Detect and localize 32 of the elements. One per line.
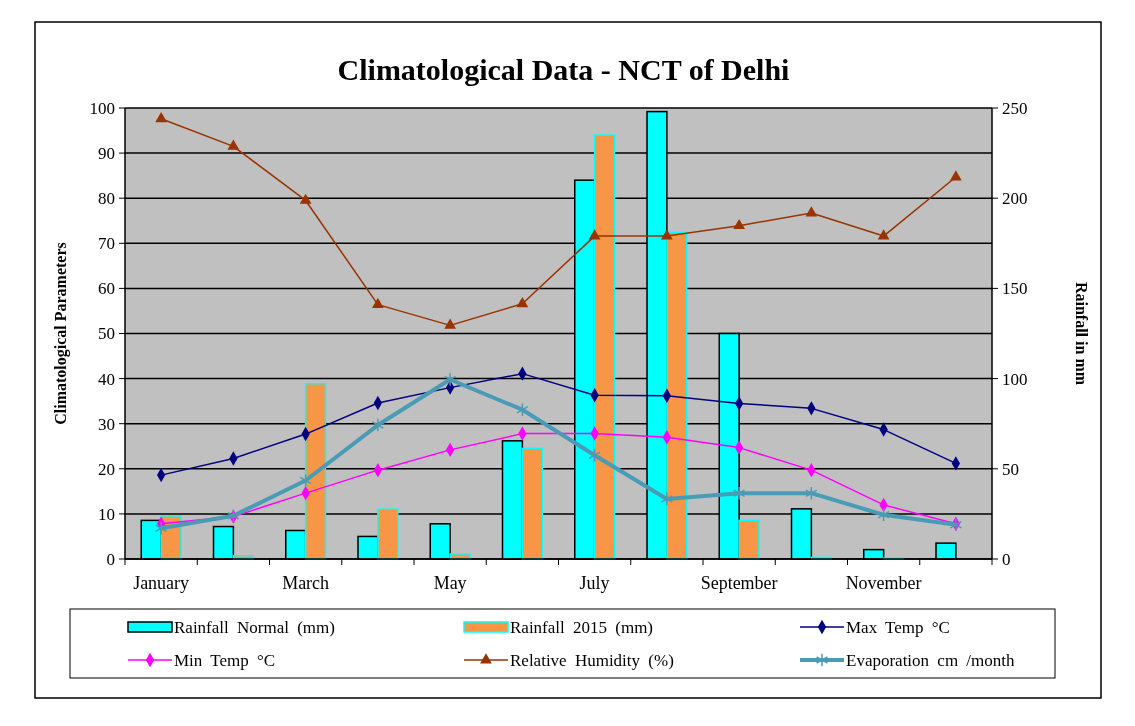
x-tick-label: May: [433, 573, 467, 593]
y-tick-label: 90: [98, 144, 115, 164]
y-axis-title: Climatological Parameters: [52, 242, 70, 425]
y-tick-label: 30: [98, 414, 115, 434]
x-tick-label: September: [700, 573, 778, 593]
x-tick-label: November: [845, 573, 922, 593]
y-tick-label: 100: [89, 98, 115, 118]
x-tick-label: January: [133, 573, 190, 593]
legend-label: Rainfall Normal (mm): [174, 617, 335, 637]
legend-label: Evaporation cm /month: [846, 650, 1016, 670]
y-tick-label: 40: [98, 369, 115, 389]
y-tick-label: 20: [98, 459, 115, 479]
y2-tick-label: 150: [1002, 279, 1028, 299]
y-tick-label: 50: [98, 324, 115, 344]
legend-label: Rainfall 2015 (mm): [510, 617, 654, 637]
x-tick-label: July: [579, 573, 610, 593]
legend-label: Min Temp °C: [174, 650, 276, 670]
y2-tick-label: 50: [1002, 459, 1019, 479]
y-tick-label: 0: [106, 549, 115, 569]
legend-label: Max Temp °C: [846, 617, 950, 637]
y2-axis-title: Rainfall in mm: [1073, 281, 1090, 386]
y-tick-label: 80: [98, 189, 115, 209]
y2-tick-label: 250: [1002, 98, 1028, 118]
legend-label: Relative Humidity (%): [510, 650, 674, 670]
x-tick-label: March: [282, 573, 330, 593]
y2-tick-label: 100: [1002, 369, 1028, 389]
y2-tick-label: 0: [1002, 549, 1011, 569]
y2-tick-label: 200: [1002, 189, 1028, 209]
y-tick-label: 60: [98, 279, 115, 299]
y-tick-label: 70: [98, 234, 115, 254]
y-tick-label: 10: [98, 504, 115, 524]
chart-title: Climatological Data - NCT of Delhi: [337, 53, 790, 86]
